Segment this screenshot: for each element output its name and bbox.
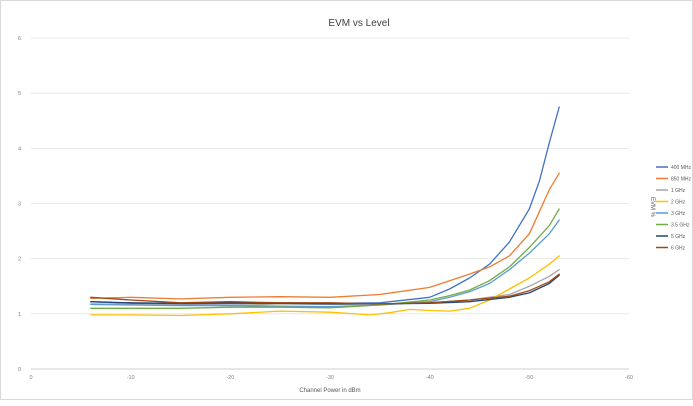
legend-label: 2 GHz [671,200,686,206]
x-tick-label: -10 [127,375,135,381]
x-axis-title: Channel Power in dBm [299,388,360,394]
legend: 400 MHz 850 MHz 1 GHz 2 GHz 3 GHz 3.5 GHz 5 GH… [656,165,692,252]
y-tick-label: 2 [18,257,21,263]
chart-title: EVM vs Level [328,18,389,29]
y-tick-label: 1 [18,312,21,318]
series-line-400-mhz [90,106,560,305]
legend-label: 850 MHz [671,177,692,183]
series-line-5-ghz [90,274,560,305]
legend-label: 5 GHz [671,234,686,240]
y-tick-label: 4 [18,146,21,152]
legend-label: 1 GHz [671,188,686,194]
x-tick-label: -20 [226,375,234,381]
grid-lines [31,37,629,315]
series-lines [90,106,560,317]
series-line-3-5-ghz [90,208,560,309]
series-line-6-ghz [90,273,560,305]
series-line-2-ghz [90,255,560,317]
y-tick-label: 0 [18,367,21,373]
y-tick-label: 3 [18,202,21,208]
axes: 0 1 2 3 4 5 6 0 -10 -20 -30 -40 -50 -60 [18,36,633,381]
y-tick-label: 6 [18,36,21,42]
x-tick-label: -50 [525,375,533,381]
legend-label: 3.5 GHz [671,223,690,229]
legend-label: 3 GHz [671,211,686,217]
x-tick-label: 0 [29,375,32,381]
y-axis-title: EVM % [649,197,655,218]
x-tick-label: -60 [625,375,633,381]
legend-label: 6 GHz [671,246,686,252]
series-line-850-mhz [90,172,560,300]
legend-label: 400 MHz [671,165,692,171]
x-tick-label: -40 [426,375,434,381]
series-line-3-ghz [90,219,560,308]
x-tick-label: -30 [326,375,334,381]
y-tick-label: 5 [18,91,21,97]
